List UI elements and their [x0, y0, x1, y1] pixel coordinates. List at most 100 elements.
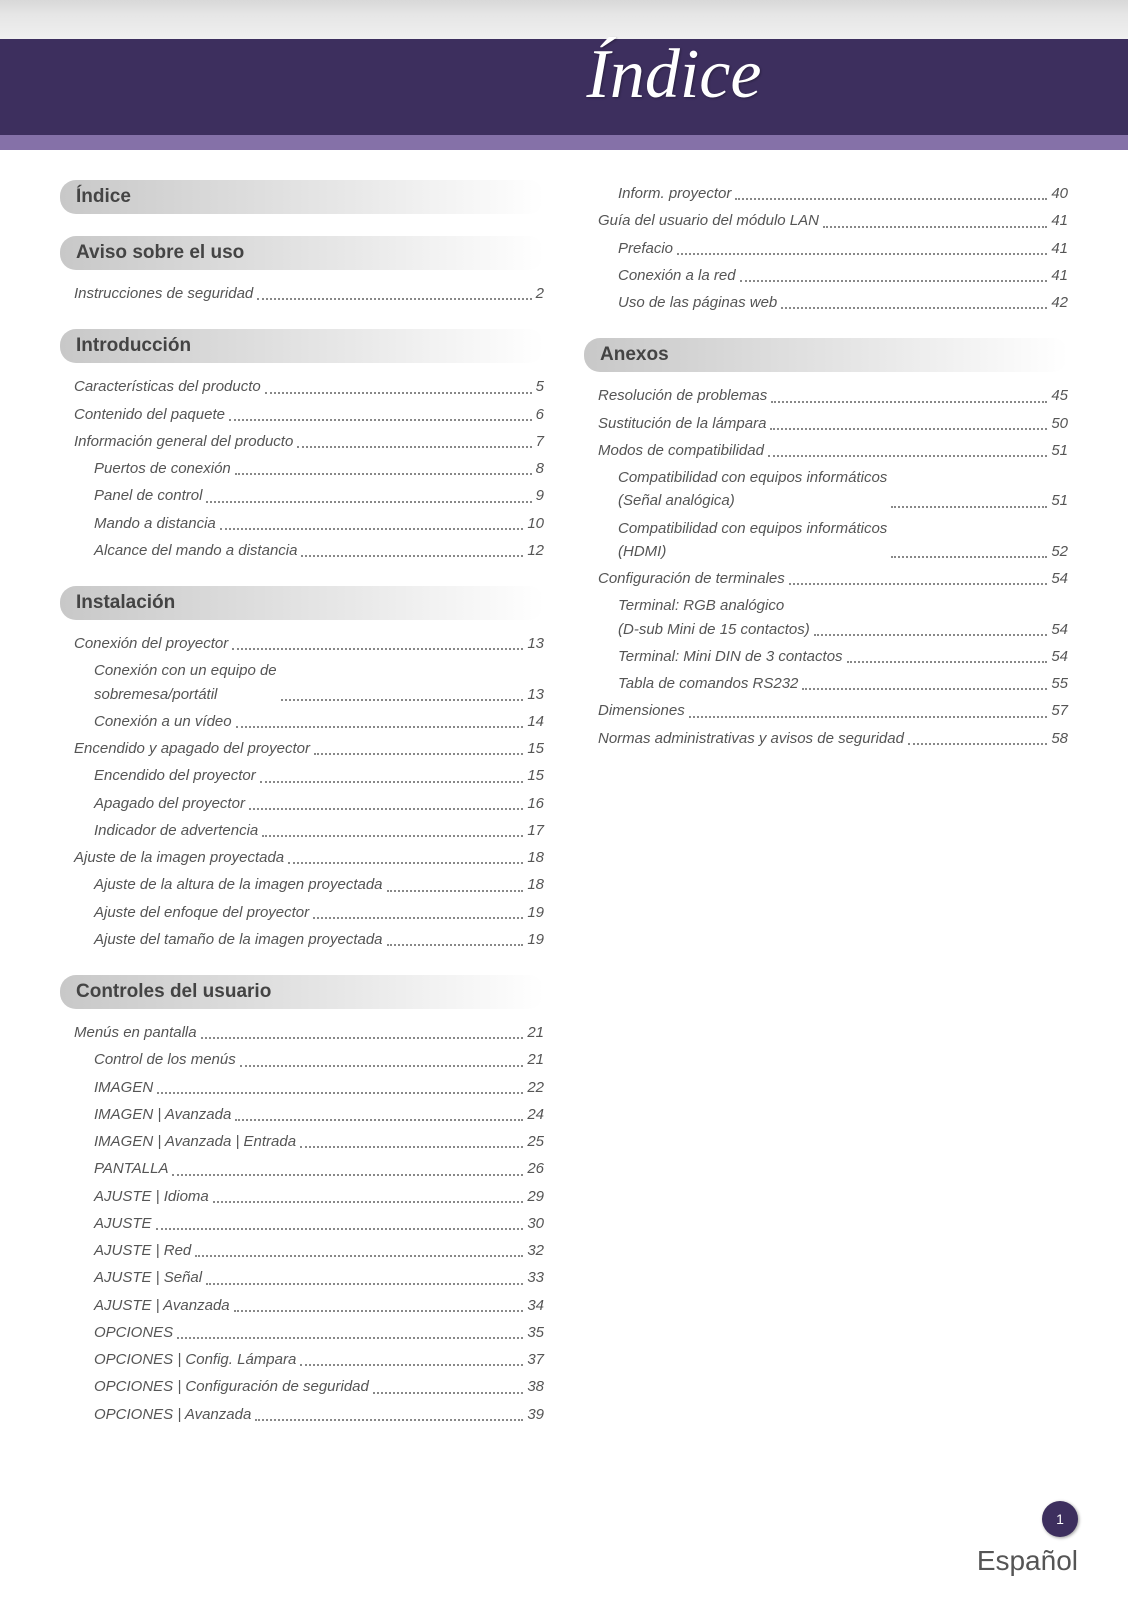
toc-entry: Ajuste de la imagen proyectada18 [60, 844, 544, 871]
toc-entry: Contenido del paquete6 [60, 401, 544, 428]
toc-page-number: 37 [527, 1348, 544, 1371]
toc-page-number: 58 [1051, 727, 1068, 750]
toc-leader-dots [300, 1146, 523, 1148]
toc-label: AJUSTE | Idioma [94, 1185, 209, 1208]
toc-entry: Conexión con un equipo de sobremesa/port… [60, 657, 544, 708]
toc-leader-dots [240, 1065, 524, 1067]
toc-leader-dots [802, 688, 1047, 690]
toc-page-number: 41 [1051, 237, 1068, 260]
toc-entry: Encendido y apagado del proyector15 [60, 735, 544, 762]
toc-leader-dots [177, 1337, 523, 1339]
toc-entry: IMAGEN22 [60, 1074, 544, 1101]
toc-entry: Control de los menús21 [60, 1046, 544, 1073]
section-header: Índice [60, 180, 544, 214]
toc-label: AJUSTE | Señal [94, 1266, 202, 1289]
toc-label: PANTALLA [94, 1157, 168, 1180]
toc-label: Ajuste de la altura de la imagen proyect… [94, 873, 383, 896]
toc-entry: Apagado del proyector16 [60, 790, 544, 817]
toc-leader-dots [265, 392, 532, 394]
toc-leader-dots [235, 473, 532, 475]
toc-page-number: 30 [527, 1212, 544, 1235]
toc-leader-dots [373, 1392, 523, 1394]
toc-label: Sustitución de la lámpara [598, 412, 766, 435]
toc-label: Características del producto [74, 375, 261, 398]
toc-entry: Panel de control9 [60, 482, 544, 509]
toc-leader-dots [232, 648, 523, 650]
toc-entry: Sustitución de la lámpara50 [584, 410, 1068, 437]
toc-leader-dots [735, 198, 1047, 200]
toc-label: OPCIONES | Config. Lámpara [94, 1348, 296, 1371]
toc-entry: Resolución de problemas45 [584, 382, 1068, 409]
toc-entry: IMAGEN | Avanzada | Entrada25 [60, 1128, 544, 1155]
toc-entry: AJUSTE | Idioma 29 [60, 1183, 544, 1210]
toc-entry: Configuración de terminales 54 [584, 565, 1068, 592]
toc-page-number: 15 [527, 764, 544, 787]
banner-title: Índice [587, 35, 762, 115]
toc-label: OPCIONES [94, 1321, 173, 1344]
toc-label: OPCIONES | Avanzada [94, 1403, 251, 1426]
section-header: Instalación [60, 586, 544, 620]
toc-page-number: 40 [1051, 182, 1068, 205]
toc-page-number: 54 [1051, 645, 1068, 668]
toc-leader-dots [823, 226, 1047, 228]
section-header: Aviso sobre el uso [60, 236, 544, 270]
toc-label: Normas administrativas y avisos de segur… [598, 727, 904, 750]
toc-label: Uso de las páginas web [618, 291, 777, 314]
toc-entry: Inform. proyector40 [584, 180, 1068, 207]
section-header: Controles del usuario [60, 975, 544, 1009]
toc-label: Compatibilidad con equipos informáticos … [618, 517, 887, 564]
toc-entry: Instrucciones de seguridad2 [60, 280, 544, 307]
toc-entry: Mando a distancia10 [60, 510, 544, 537]
toc-entry: Dimensiones57 [584, 697, 1068, 724]
toc-page-number: 14 [527, 710, 544, 733]
toc-leader-dots [260, 781, 524, 783]
toc-label: Terminal: Mini DIN de 3 contactos [618, 645, 843, 668]
toc-label: Ajuste del tamaño de la imagen proyectad… [94, 928, 383, 951]
toc-leader-dots [314, 753, 523, 755]
toc-entry: AJUSTE30 [60, 1210, 544, 1237]
toc-leader-dots [281, 699, 524, 701]
toc-label: Encendido del proyector [94, 764, 256, 787]
toc-page-number: 38 [527, 1375, 544, 1398]
toc-label: Prefacio [618, 237, 673, 260]
toc-entry: Puertos de conexión8 [60, 455, 544, 482]
toc-page-number: 45 [1051, 384, 1068, 407]
toc-label: Información general del producto [74, 430, 293, 453]
toc-leader-dots [387, 944, 524, 946]
toc-page-number: 7 [536, 430, 544, 453]
toc-leader-dots [891, 556, 1047, 558]
toc-page-number: 42 [1051, 291, 1068, 314]
toc-page-number: 54 [1051, 567, 1068, 590]
toc-leader-dots [220, 528, 524, 530]
toc-page-number: 21 [527, 1048, 544, 1071]
toc-label: Configuración de terminales [598, 567, 785, 590]
toc-label: Panel de control [94, 484, 202, 507]
toc-entry: Información general del producto 7 [60, 428, 544, 455]
toc-page-number: 34 [527, 1294, 544, 1317]
toc-entry: Compatibilidad con equipos informáticos … [584, 464, 1068, 515]
toc-entry: Indicador de advertencia17 [60, 817, 544, 844]
toc-leader-dots [781, 307, 1047, 309]
toc-page-number: 24 [527, 1103, 544, 1126]
toc-leader-dots [789, 583, 1048, 585]
toc-entry: Alcance del mando a distancia12 [60, 537, 544, 564]
toc-entry: Normas administrativas y avisos de segur… [584, 725, 1068, 752]
toc-entry: Terminal: RGB analógico (D-sub Mini de 1… [584, 592, 1068, 643]
toc-page-number: 21 [527, 1021, 544, 1044]
toc-entry: Guía del usuario del módulo LAN41 [584, 207, 1068, 234]
toc-leader-dots [172, 1174, 523, 1176]
toc-page-number: 33 [527, 1266, 544, 1289]
toc-page-number: 29 [527, 1185, 544, 1208]
toc-leader-dots [770, 428, 1047, 430]
page-number-badge: 1 [1042, 1501, 1078, 1537]
toc-leader-dots [249, 808, 523, 810]
toc-label: IMAGEN | Avanzada [94, 1103, 231, 1126]
toc-entry: PANTALLA26 [60, 1155, 544, 1182]
toc-label: Menús en pantalla [74, 1021, 197, 1044]
toc-page-number: 39 [527, 1403, 544, 1426]
toc-entry: Ajuste del tamaño de la imagen proyectad… [60, 926, 544, 953]
toc-page-number: 41 [1051, 264, 1068, 287]
footer-language: Español [977, 1545, 1078, 1577]
toc-content: Índice Aviso sobre el uso Instrucciones de… [0, 150, 1128, 1428]
toc-leader-dots [157, 1092, 523, 1094]
